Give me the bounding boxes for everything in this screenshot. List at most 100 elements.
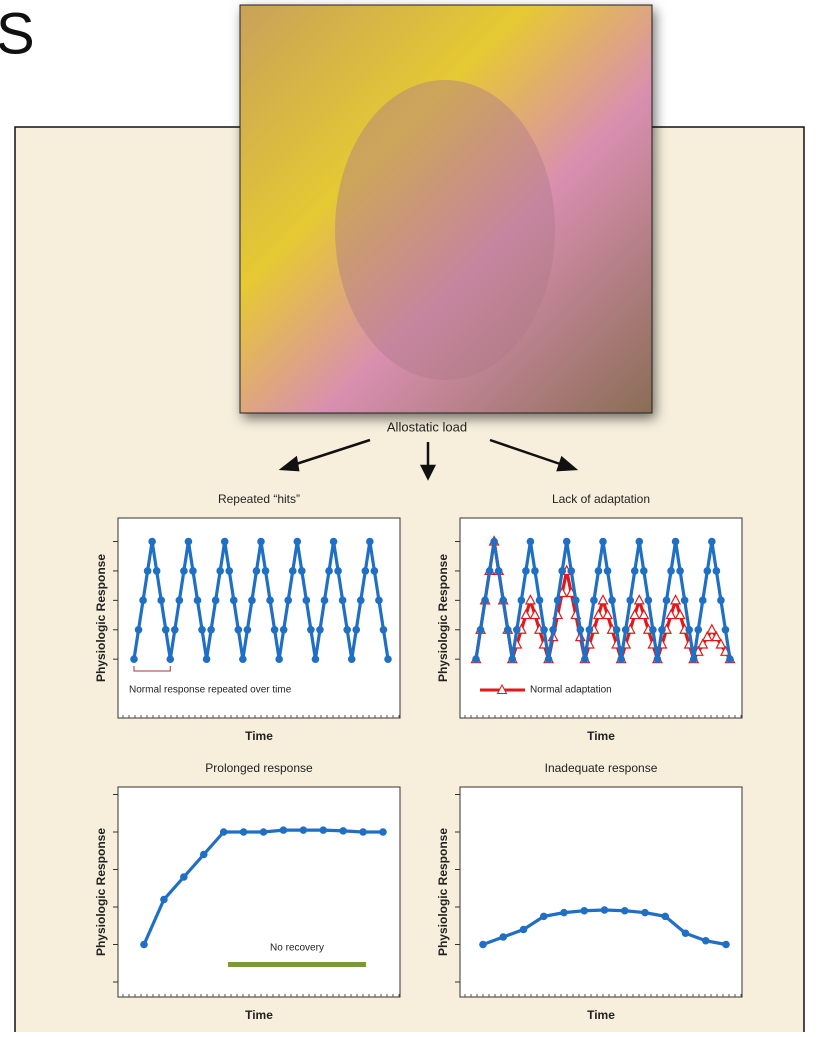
marker: [477, 626, 485, 634]
marker: [495, 567, 503, 575]
marker: [220, 828, 228, 836]
marker: [275, 655, 283, 663]
marker: [248, 597, 256, 605]
marker: [235, 626, 243, 634]
marker: [667, 567, 675, 575]
marker: [379, 828, 387, 836]
marker: [357, 597, 365, 605]
marker: [216, 567, 224, 575]
marker: [549, 626, 557, 634]
marker: [271, 626, 279, 634]
marker: [343, 626, 351, 634]
marker: [212, 597, 220, 605]
marker: [708, 538, 716, 546]
marker: [595, 567, 603, 575]
marker: [319, 826, 327, 834]
marker: [303, 597, 311, 605]
marker: [717, 597, 725, 605]
marker: [139, 597, 147, 605]
marker: [702, 937, 710, 945]
marker: [490, 538, 498, 546]
plot-area: [460, 787, 742, 997]
marker: [180, 873, 188, 881]
marker: [658, 626, 666, 634]
marker: [645, 597, 653, 605]
marker: [472, 655, 480, 663]
marker: [203, 655, 211, 663]
marker: [681, 597, 689, 605]
marker: [200, 851, 208, 859]
marker: [586, 626, 594, 634]
marker: [176, 597, 184, 605]
x-axis-label: Time: [587, 1008, 615, 1022]
marker: [558, 567, 566, 575]
marker: [266, 597, 274, 605]
marker: [221, 538, 229, 546]
marker: [580, 907, 588, 915]
marker: [260, 828, 268, 836]
marker: [499, 933, 507, 941]
marker: [499, 597, 507, 605]
chart-title: Prolonged response: [205, 761, 313, 775]
marker: [180, 567, 188, 575]
marker: [640, 567, 648, 575]
slide: S Allostatic load Repeated “hits”TimePhy…: [0, 0, 821, 1032]
marker: [239, 655, 247, 663]
marker: [504, 626, 512, 634]
marker: [262, 567, 270, 575]
marker: [157, 597, 165, 605]
marker: [531, 567, 539, 575]
marker: [194, 597, 202, 605]
marker: [284, 597, 292, 605]
x-axis-label: Time: [245, 1008, 273, 1022]
marker: [554, 597, 562, 605]
chart-title: Lack of adaptation: [552, 492, 650, 506]
marker: [144, 567, 152, 575]
marker: [604, 567, 612, 575]
y-axis-label: Physiologic Response: [436, 828, 450, 956]
marker: [527, 538, 535, 546]
marker: [481, 597, 489, 605]
marker: [690, 655, 698, 663]
marker: [617, 655, 625, 663]
marker: [608, 597, 616, 605]
marker: [207, 626, 215, 634]
y-axis-label: Physiologic Response: [94, 554, 108, 682]
marker: [298, 567, 306, 575]
marker: [572, 597, 580, 605]
marker: [359, 828, 367, 836]
marker: [185, 538, 193, 546]
marker: [649, 626, 657, 634]
marker: [257, 538, 265, 546]
marker: [371, 567, 379, 575]
marker: [654, 655, 662, 663]
marker: [289, 567, 297, 575]
marker: [162, 626, 170, 634]
marker: [560, 909, 568, 917]
marker: [334, 567, 342, 575]
marker: [198, 626, 206, 634]
marker: [540, 913, 548, 921]
marker: [240, 828, 248, 836]
legend-label: Normal adaptation: [530, 685, 612, 696]
top-label: Allostatic load: [387, 419, 467, 434]
marker: [486, 567, 494, 575]
marker: [518, 597, 526, 605]
marker: [513, 626, 521, 634]
photo-figure: [335, 80, 555, 380]
marker: [160, 896, 168, 904]
marker: [536, 597, 544, 605]
marker: [699, 597, 707, 605]
marker: [244, 626, 252, 634]
marker: [631, 567, 639, 575]
marker: [508, 655, 516, 663]
marker: [613, 626, 621, 634]
slide-title: S: [0, 1, 35, 66]
marker: [307, 626, 315, 634]
marker: [300, 826, 308, 834]
marker: [325, 567, 333, 575]
marker: [171, 626, 179, 634]
marker: [321, 597, 329, 605]
marker: [682, 929, 690, 937]
marker: [540, 626, 548, 634]
